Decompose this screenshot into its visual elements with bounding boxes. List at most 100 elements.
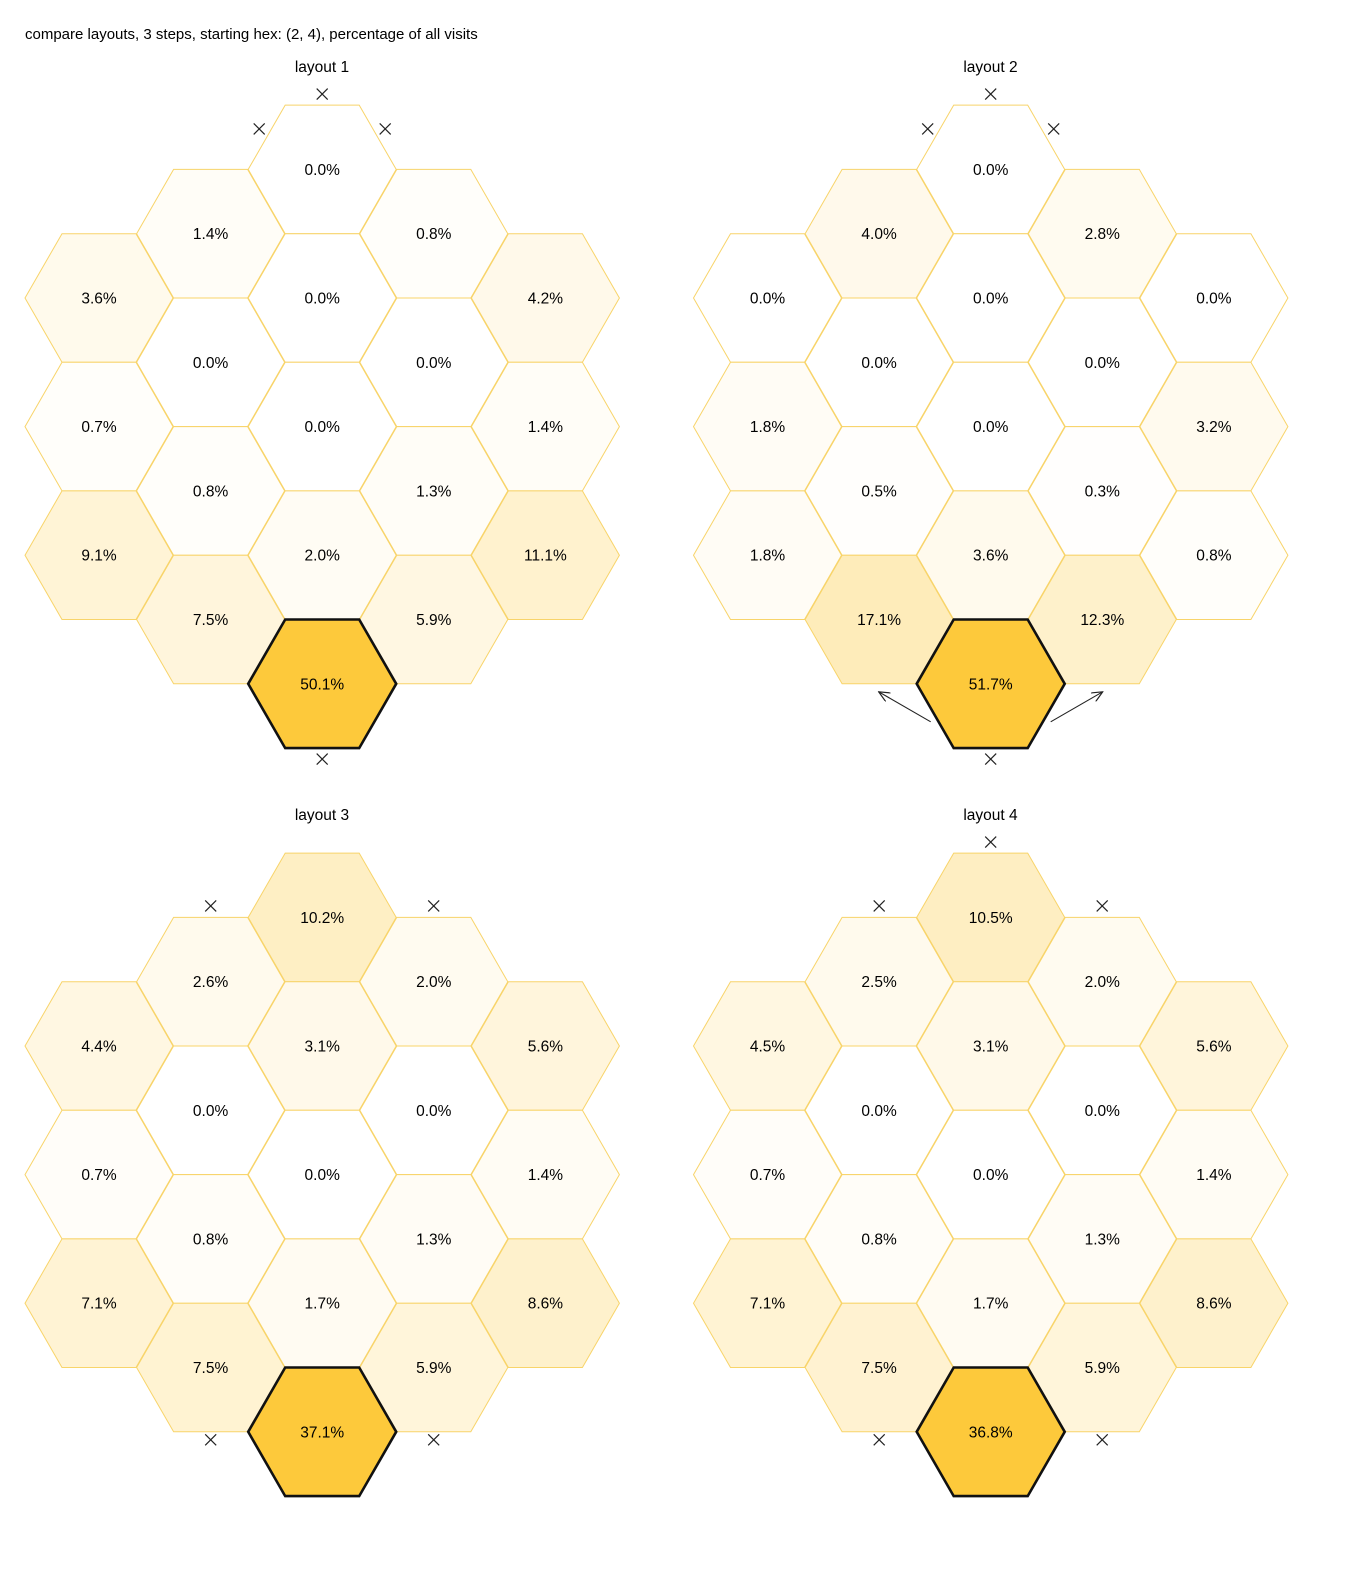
hex-cell-value: 5.9% — [416, 612, 452, 629]
blocked-edge-marker — [984, 753, 997, 766]
hex-cell-value: 2.6% — [193, 974, 229, 991]
hex-cell-value: 0.8% — [193, 1231, 229, 1248]
hex-cell-value: 0.0% — [305, 162, 341, 179]
hex-cell-value: 1.4% — [528, 1167, 564, 1184]
blocked-edge-marker — [1096, 1433, 1109, 1446]
hex-cell-value: 4.4% — [81, 1039, 117, 1056]
blocked-edge-marker — [427, 899, 440, 912]
hex-cell-value: 1.4% — [528, 419, 564, 436]
hex-cell-value: 0.0% — [1085, 355, 1121, 372]
hex-cell-value: 4.5% — [750, 1039, 786, 1056]
hex-cell — [470, 490, 620, 620]
blocked-edge-marker — [1047, 122, 1060, 135]
layout-title: layout 1 — [295, 59, 349, 76]
blocked-edge-marker — [379, 122, 392, 135]
layout-title: layout 2 — [963, 59, 1017, 76]
blocked-edge-marker — [984, 88, 997, 101]
hex-cell-value: 2.8% — [1085, 226, 1121, 243]
hex-cell-value: 0.0% — [973, 291, 1009, 308]
hex-cell-value: 0.0% — [416, 355, 452, 372]
hex-cell-value: 0.7% — [81, 419, 117, 436]
blocked-edge-marker — [316, 753, 329, 766]
figure-title: compare layouts, 3 steps, starting hex: … — [25, 26, 478, 43]
hex-cell-value: 3.2% — [1196, 419, 1232, 436]
layout-panel: layout 3 4.4% 0.7% 7.1% 2.6% 0.0% 0.8% 7.5% 10.2… — [24, 807, 620, 1498]
hex-cell-value: 0.0% — [416, 1103, 452, 1120]
hex-cell-value: 3.1% — [973, 1039, 1009, 1056]
hex-cell-value: 0.3% — [1085, 483, 1121, 500]
layout-panel: layout 4 4.5% 0.7% 7.1% 2.5% 0.0% 0.8% 7.5% 10.5… — [692, 807, 1289, 1498]
hex-cell-value: 1.4% — [193, 226, 229, 243]
hex-cell-value: 4.0% — [861, 226, 897, 243]
hex-cell-value: 5.6% — [1196, 1039, 1232, 1056]
hex-cell-value: 3.1% — [305, 1039, 341, 1056]
start-hex-cell — [246, 618, 398, 750]
blocked-edge-marker — [921, 122, 934, 135]
hex-cell-value: 7.5% — [193, 1360, 229, 1377]
hex-cell-value: 1.4% — [1196, 1167, 1232, 1184]
hex-cell-value: 8.6% — [1196, 1296, 1232, 1313]
layout-title: layout 4 — [963, 807, 1018, 824]
hex-cell-value: 0.0% — [305, 419, 341, 436]
hex-cell-value: 51.7% — [969, 676, 1013, 693]
hex-cell-value: 0.0% — [305, 291, 341, 308]
hex-cell-value: 2.0% — [305, 548, 341, 565]
hex-cell — [1139, 1238, 1289, 1368]
hex-cell-value: 2.0% — [416, 974, 452, 991]
hex-cell-value: 5.9% — [416, 1360, 452, 1377]
hex-cell-value: 36.8% — [969, 1424, 1013, 1441]
hex-cell-value: 0.7% — [750, 1167, 786, 1184]
hex-cell-value: 1.8% — [750, 548, 786, 565]
hex-cell — [1139, 490, 1289, 620]
layout-title: layout 3 — [295, 807, 349, 824]
hex-cell-value: 2.0% — [1085, 974, 1121, 991]
hex-cell-value: 5.6% — [528, 1039, 564, 1056]
blocked-edge-marker — [316, 88, 329, 101]
hex-cell-value: 8.6% — [528, 1296, 564, 1313]
hex-cell-value: 0.7% — [81, 1167, 117, 1184]
hex-cell-value: 5.9% — [1085, 1360, 1121, 1377]
start-hex-cell — [915, 1366, 1067, 1498]
hex-cell-value: 7.5% — [861, 1360, 897, 1377]
hex-cell-value: 1.3% — [1085, 1231, 1121, 1248]
blocked-edge-marker — [204, 899, 217, 912]
hex-cell-value: 1.7% — [973, 1296, 1009, 1313]
hex-cell-value: 4.2% — [528, 291, 564, 308]
hex-cell-value: 7.1% — [81, 1296, 117, 1313]
blocked-edge-marker — [253, 122, 266, 135]
blocked-edge-marker — [1096, 899, 1109, 912]
hex-cell-value: 0.0% — [973, 162, 1009, 179]
hex-cell-value: 10.5% — [969, 910, 1013, 927]
hex-cell-value: 17.1% — [857, 612, 901, 629]
hex-cell-value: 0.5% — [861, 483, 897, 500]
hex-cell-value: 50.1% — [300, 676, 344, 693]
hex-cell — [470, 1238, 620, 1368]
hex-cell-value: 0.0% — [193, 1103, 229, 1120]
hex-cell — [692, 490, 843, 620]
hex-cell-value: 7.5% — [193, 612, 229, 629]
blocked-edge-marker — [427, 1433, 440, 1446]
hex-cell-value: 12.3% — [1080, 612, 1124, 629]
blocked-edge-marker — [873, 1433, 886, 1446]
blocked-edge-marker — [984, 836, 997, 849]
move-arrow — [879, 692, 931, 723]
layout-panel: layout 1 3.6% 0.7% 9.1% 1.4% 0.0% 0.8% 7.5% 0.0%… — [24, 59, 620, 766]
hex-cell-value: 1.3% — [416, 483, 452, 500]
hex-cell-value: 10.2% — [300, 910, 344, 927]
hex-cell-value: 0.0% — [861, 1103, 897, 1120]
layout-panel: layout 2 0.0% 1.8% 1.8% 4.0% 0.0% 0.5% 17.1% 0.0… — [692, 59, 1289, 766]
hex-cell-value: 7.1% — [750, 1296, 786, 1313]
hex-cell-value: 0.0% — [193, 355, 229, 372]
hex-cell-value: 1.8% — [750, 419, 786, 436]
hex-cell-value: 0.8% — [416, 226, 452, 243]
hex-cell-value: 0.8% — [861, 1231, 897, 1248]
hex-cell-value: 0.0% — [861, 355, 897, 372]
hex-cell-value: 0.0% — [1085, 1103, 1121, 1120]
hex-cell-value: 3.6% — [973, 548, 1009, 565]
hex-cell-value: 0.0% — [305, 1167, 341, 1184]
hex-cell-value: 3.6% — [81, 291, 117, 308]
start-hex-cell — [246, 1366, 398, 1498]
move-arrow — [1050, 692, 1103, 723]
start-hex-cell — [915, 618, 1067, 750]
